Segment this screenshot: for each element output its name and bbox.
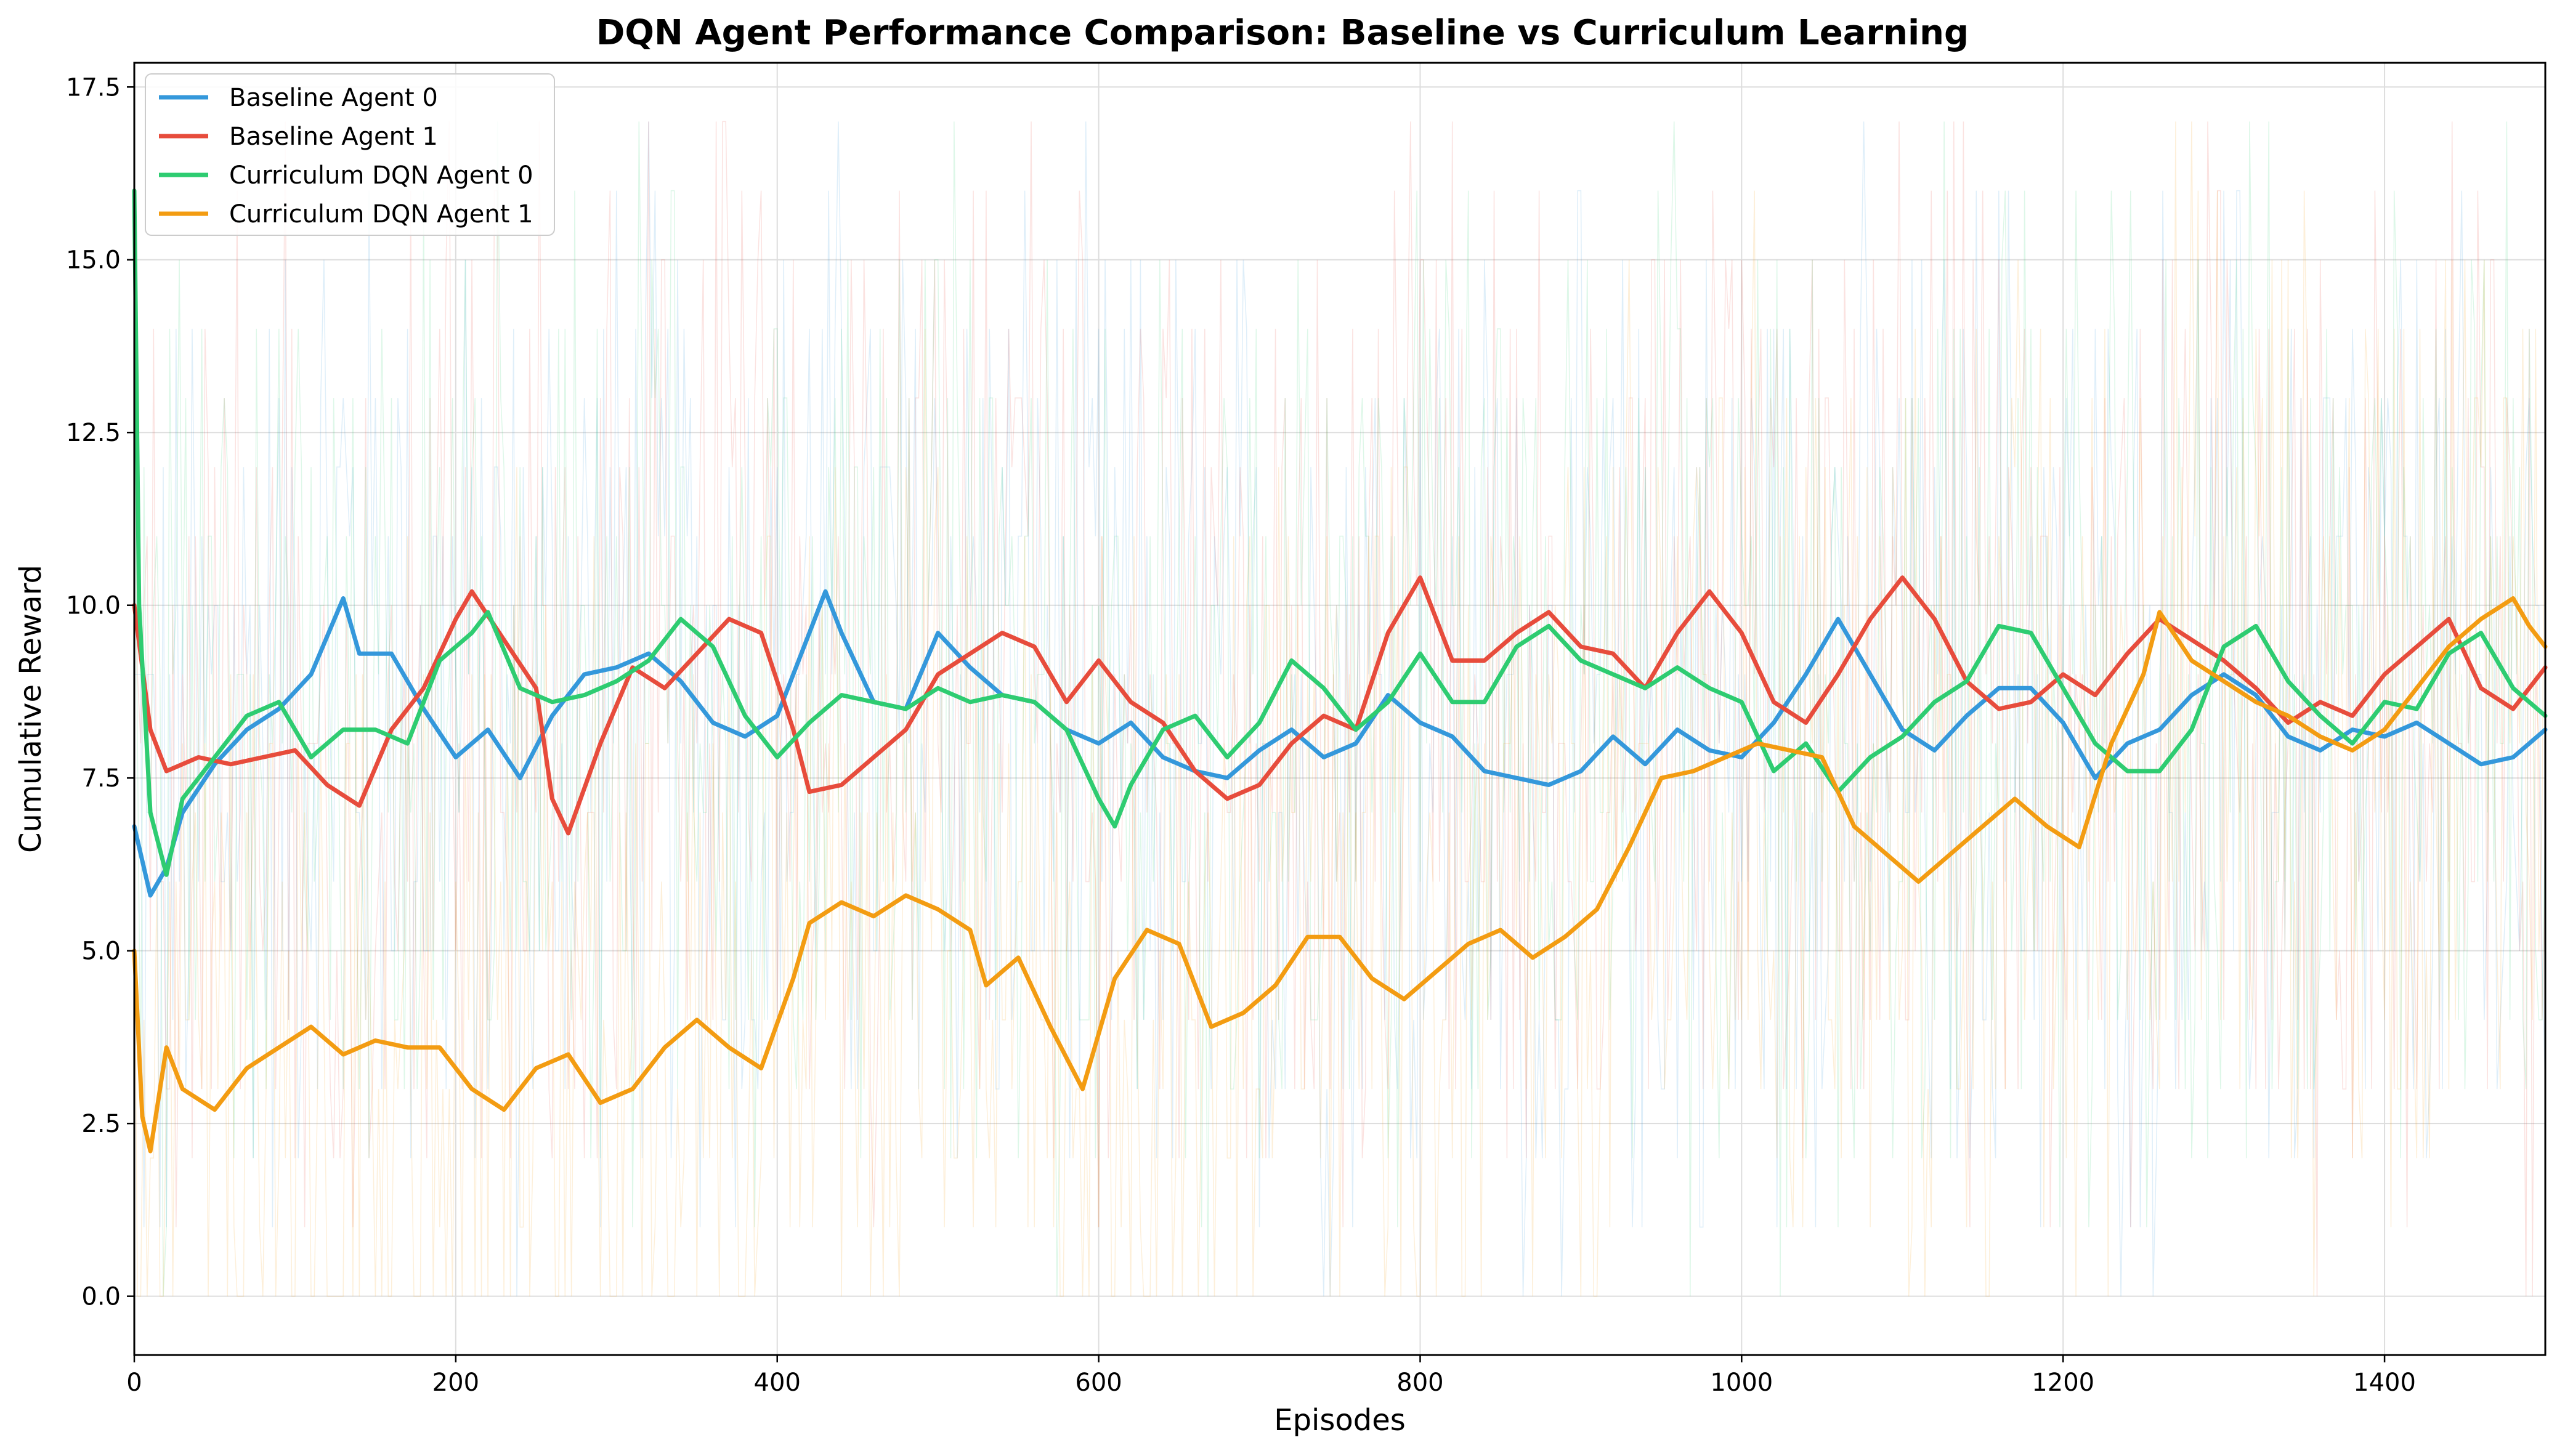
- raw-trace-line: [134, 121, 2546, 1296]
- grid-lines: [134, 63, 2545, 1355]
- series-line: [132, 596, 2548, 1154]
- raw-trace-line: [134, 121, 2546, 1296]
- legend: Baseline Agent 0 Baseline Agent 1 Curricul…: [145, 73, 555, 236]
- x-tick-label: 400: [754, 1369, 801, 1397]
- y-tick-label: 2.5: [81, 1110, 121, 1138]
- x-tick-label: 1200: [2032, 1369, 2094, 1397]
- series-line: [132, 589, 2548, 898]
- axis-ticks: 0 200 400 600 800 1000 1200 1400 0.0 2.5 5.0 7.5 10.…: [66, 73, 2416, 1397]
- x-tick-label: 1400: [2353, 1369, 2416, 1397]
- series-lines: [132, 188, 2548, 1154]
- legend-box: [145, 73, 555, 236]
- y-tick-label: 17.5: [66, 73, 121, 102]
- legend-label: Baseline Agent 0: [229, 84, 438, 112]
- plot-frame: [133, 62, 2547, 1356]
- x-tick-label: 200: [432, 1369, 479, 1397]
- x-tick-label: 0: [126, 1369, 142, 1397]
- chart-title: DQN Agent Performance Comparison: Baseli…: [596, 13, 1969, 53]
- raw-trace-line: [134, 121, 2546, 1297]
- y-axis-label: Cumulative Reward: [14, 565, 48, 853]
- y-tick-label: 10.0: [66, 592, 121, 620]
- legend-label: Curriculum DQN Agent 1: [229, 200, 533, 229]
- x-axis-label: Episodes: [1274, 1403, 1406, 1438]
- x-tick-label: 600: [1075, 1369, 1122, 1397]
- legend-label: Baseline Agent 1: [229, 123, 438, 151]
- y-tick-label: 7.5: [81, 764, 121, 793]
- series-line: [132, 188, 2548, 877]
- x-tick-label: 1000: [1710, 1369, 1773, 1397]
- legend-label: Curriculum DQN Agent 0: [229, 161, 533, 190]
- y-tick-label: 12.5: [66, 419, 121, 447]
- series-line: [132, 575, 2548, 836]
- y-tick-label: 0.0: [81, 1283, 121, 1311]
- y-tick-label: 15.0: [66, 246, 121, 275]
- x-tick-label: 800: [1396, 1369, 1443, 1397]
- y-tick-label: 5.0: [81, 937, 121, 966]
